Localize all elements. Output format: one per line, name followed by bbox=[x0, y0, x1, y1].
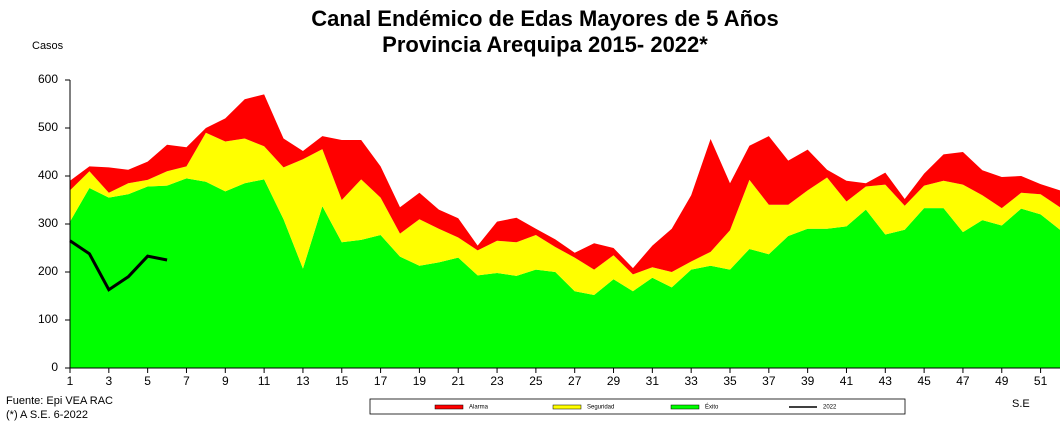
x-tick-label: 1 bbox=[67, 374, 74, 388]
x-tick-label: 19 bbox=[413, 374, 427, 388]
line bbox=[69, 239, 168, 292]
y-tick-label: 600 bbox=[38, 72, 58, 86]
legend-swatch bbox=[552, 404, 582, 410]
y-tick-label: 500 bbox=[38, 120, 58, 134]
x-tick-label: 45 bbox=[917, 374, 931, 388]
x-tick-label: 37 bbox=[762, 374, 776, 388]
x-tick-label: 31 bbox=[646, 374, 660, 388]
y-tick-label: 400 bbox=[38, 168, 58, 182]
x-tick-label: 27 bbox=[568, 374, 582, 388]
x-tick-label: 11 bbox=[258, 374, 271, 388]
legend-swatch bbox=[434, 404, 464, 410]
legend-label: 2022 bbox=[823, 405, 837, 411]
y-tick-label: 200 bbox=[38, 264, 58, 278]
x-tick-label: 29 bbox=[607, 374, 621, 388]
y-tick-label: 300 bbox=[38, 216, 58, 230]
x-tick-label: 33 bbox=[684, 374, 698, 388]
chart-title: Canal Endémico de Edas Mayores de 5 Años bbox=[311, 6, 778, 31]
x-tick-label: 39 bbox=[801, 374, 815, 388]
area bbox=[70, 132, 1060, 296]
area bbox=[70, 94, 1060, 275]
x-tick-label: 41 bbox=[840, 374, 854, 388]
x-tick-label: 5 bbox=[144, 374, 151, 388]
x-tick-label: 35 bbox=[723, 374, 737, 388]
x-tick-label: 3 bbox=[105, 374, 112, 388]
legend-label: Alarma bbox=[469, 405, 489, 411]
legend-box bbox=[369, 398, 906, 415]
legend-swatch bbox=[670, 404, 700, 410]
footnote: (*) A S.E. 6-2022 bbox=[6, 409, 88, 421]
x-axis-label: S.E bbox=[1012, 398, 1030, 410]
x-tick-label: 47 bbox=[956, 374, 970, 388]
y-tick-label: 100 bbox=[38, 312, 58, 326]
y-tick-label: 0 bbox=[51, 360, 58, 374]
x-tick-label: 17 bbox=[374, 374, 388, 388]
x-tick-label: 9 bbox=[222, 374, 229, 388]
legend-label: Seguridad bbox=[587, 405, 614, 411]
x-tick-label: 7 bbox=[183, 374, 190, 388]
y-axis-label: Casos bbox=[32, 40, 64, 52]
chart-subtitle: Provincia Arequipa 2015- 2022* bbox=[382, 32, 708, 57]
source-note: Fuente: Epi VEA RAC bbox=[6, 395, 113, 407]
x-tick-label: 13 bbox=[296, 374, 310, 388]
legend-label: Éxito bbox=[705, 404, 719, 411]
x-tick-label: 43 bbox=[879, 374, 893, 388]
x-tick-label: 21 bbox=[452, 374, 466, 388]
area bbox=[70, 178, 1060, 368]
x-tick-label: 51 bbox=[1034, 374, 1048, 388]
x-tick-label: 23 bbox=[490, 374, 504, 388]
x-tick-label: 25 bbox=[529, 374, 543, 388]
x-tick-label: 15 bbox=[335, 374, 349, 388]
x-tick-label: 49 bbox=[995, 374, 1009, 388]
